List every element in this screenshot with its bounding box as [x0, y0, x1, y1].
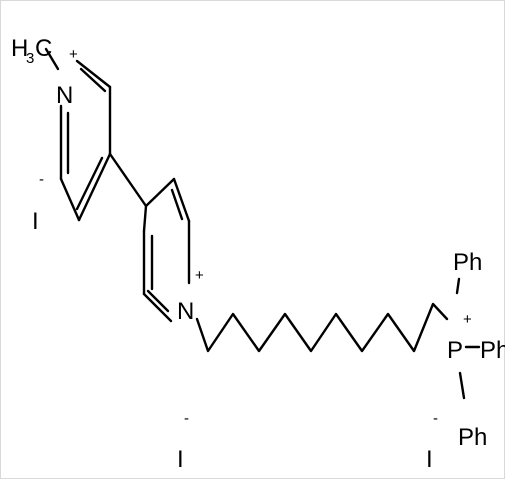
bond-c3-c4	[77, 152, 112, 222]
n1-charge: +	[69, 46, 78, 63]
counter-ions: I - I - I -	[32, 171, 438, 473]
bond-n2-d5-inner	[146, 289, 170, 313]
bond-n2-d5	[142, 292, 173, 323]
bond-d1-d2	[144, 177, 176, 208]
n2-charge: +	[195, 267, 204, 284]
bond-d6-d1	[142, 204, 148, 233]
bonds	[44, 47, 481, 400]
methyl-c-label: C	[35, 35, 52, 62]
n1-label: N	[56, 82, 73, 109]
methyl-subscript-3: 3	[26, 50, 34, 67]
phosphorus-label: P	[447, 337, 463, 364]
bond-d2-d3-inner	[170, 188, 184, 221]
bond-c4-c5	[59, 177, 81, 222]
iodide-mid-charge: -	[184, 410, 189, 427]
bond-biaryl	[108, 152, 148, 208]
phenyl-right-label: Ph	[480, 337, 505, 364]
phosphorus-charge: +	[463, 311, 472, 328]
n2-label: N	[177, 298, 194, 325]
iodide-left-charge: -	[39, 171, 44, 188]
phenyl-bottom-label: Ph	[458, 424, 487, 451]
bond-n1-c2	[75, 59, 112, 89]
alkyl-chain	[195, 302, 449, 353]
atom-labels: H 3 C N + N + P + Ph Ph Ph	[11, 35, 505, 451]
iodide-left-label: I	[32, 208, 39, 235]
methyl-h-label: H	[11, 35, 28, 62]
iodide-right-label: I	[426, 446, 433, 473]
bond-d2-d3	[172, 177, 191, 223]
iodide-right-charge: -	[433, 410, 438, 427]
bond-p-ph-top	[455, 277, 461, 295]
bond-n1-c2-inner	[79, 67, 107, 93]
bond-methyl-n1	[44, 47, 60, 71]
bond-p-ph-bottom	[458, 371, 466, 400]
iodide-mid-label: I	[177, 446, 184, 473]
bond-c3-c4-inner	[75, 156, 104, 211]
phenyl-top-label: Ph	[453, 249, 482, 276]
